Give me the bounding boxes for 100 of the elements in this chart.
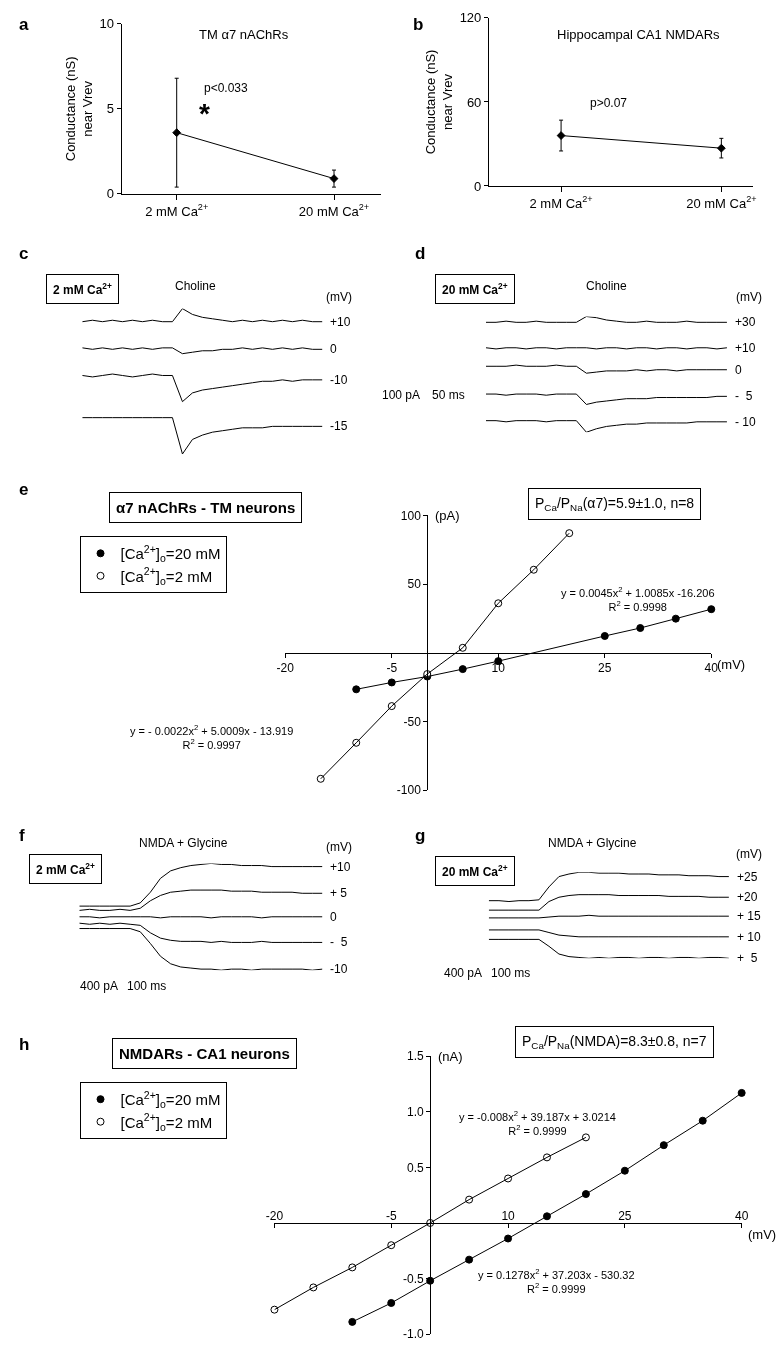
- series-label: + 10: [737, 930, 762, 944]
- text: NMDA + Glycine: [139, 836, 228, 850]
- text: 100 pA: [382, 388, 421, 402]
- text: 400 pA: [444, 966, 483, 980]
- text: Choline: [175, 279, 217, 293]
- text: (mV): [326, 290, 352, 304]
- annotation: p>0.07: [590, 96, 628, 110]
- text: (mV): [326, 840, 352, 854]
- text: Choline: [586, 279, 628, 293]
- point: [737, 1088, 746, 1097]
- legend-label: [Ca$^{2+}$]$_{o}$=20 mM: [120, 1088, 221, 1111]
- x-tick-label: 2 mM Ca$^{2+}$: [145, 202, 209, 219]
- x-axis-title: (mV): [717, 657, 746, 672]
- x-tick-label: 25: [598, 661, 612, 676]
- chart-title: 20 mM Ca$^{2+}$: [442, 863, 508, 880]
- text: d: [415, 244, 426, 263]
- y-tick-label: 1.0: [407, 1105, 425, 1120]
- series-label: + 5: [330, 886, 348, 900]
- series-label: +25: [737, 870, 758, 884]
- text: (mV): [736, 847, 762, 861]
- y-tick-label: -0.5: [403, 1271, 425, 1286]
- y-tick-label: 50: [407, 577, 422, 592]
- annotation: p<0.033: [204, 81, 249, 95]
- x-tick-label: -5: [385, 1208, 397, 1223]
- y-tick-label: -50: [403, 714, 422, 729]
- series-label: + 15: [737, 909, 762, 923]
- text: 50 ms: [432, 388, 465, 402]
- annotation: y = - 0.0022x$^{2}$ + 5.0009x - 13.919 R$^{2}$ = 0.9997: [130, 723, 294, 751]
- y-axis-title: (nA): [438, 1049, 463, 1064]
- series-label: -10: [330, 373, 348, 387]
- point: [504, 1234, 513, 1243]
- text: 100 ms: [491, 966, 531, 980]
- x-tick-label: 40: [734, 1208, 749, 1223]
- y-tick-label: 0: [474, 178, 482, 194]
- series-label: 0: [330, 910, 337, 924]
- annotation: *: [199, 98, 210, 129]
- text: NMDA + Glycine: [548, 836, 637, 850]
- text: 100 ms: [127, 979, 167, 993]
- y-axis-title: (pA): [435, 508, 460, 523]
- point: [458, 665, 467, 674]
- text: f: [19, 826, 25, 845]
- series-label: +20: [737, 890, 758, 904]
- y-tick-label: 0.5: [407, 1160, 425, 1175]
- text: g: [415, 826, 426, 845]
- series-label: 0: [735, 363, 742, 377]
- text: (mV): [736, 290, 762, 304]
- chart-title: α7 nAChRs - TM neurons: [116, 499, 296, 516]
- y-axis-title: Conductance (nS) near Vrev: [422, 49, 455, 155]
- series-label: +10: [330, 860, 351, 874]
- legend-label: [Ca$^{2+}$]$_{o}$=2 mM: [120, 1111, 213, 1133]
- text: 400 pA: [80, 979, 119, 993]
- y-tick-label: -1.0: [403, 1327, 425, 1342]
- x-tick-label: 20 mM Ca$^{2+}$: [686, 194, 757, 211]
- annotation: y = -0.008x$^{2}$ + 39.187x + 3.0214 R$^{2}$ = 0.9999: [459, 1109, 616, 1137]
- x-axis-title: (mV): [748, 1227, 777, 1242]
- y-axis-title: Conductance (nS) near Vrev: [62, 56, 95, 162]
- x-tick-label: 25: [618, 1208, 632, 1223]
- y-tick-label: 5: [106, 101, 115, 117]
- chart-title: TM α7 nAChRs: [199, 27, 289, 42]
- x-tick-label: -20: [265, 1208, 284, 1223]
- text: h: [19, 1035, 30, 1054]
- point: [348, 1317, 357, 1326]
- chart-title: NMDARs - CA1 neurons: [119, 1045, 290, 1062]
- x-tick-label: -20: [276, 661, 295, 676]
- point: [352, 685, 361, 694]
- x-tick-label: 20 mM Ca$^{2+}$: [298, 202, 370, 219]
- x-tick-label: 40: [704, 661, 719, 676]
- x-tick-label: 10: [501, 1208, 516, 1223]
- series-label: - 5: [735, 389, 753, 403]
- series-label: - 5: [330, 935, 348, 949]
- text: Hippocampal CA1 NMDARs: [557, 27, 721, 42]
- point: [707, 605, 716, 614]
- text: c: [19, 244, 29, 263]
- text: e: [19, 480, 29, 499]
- series-label: +10: [735, 341, 756, 355]
- legend-label: [Ca$^{2+}$]$_{o}$=20 mM: [120, 542, 221, 565]
- y-tick-label: 0: [106, 186, 115, 202]
- text: P$_{Ca}$/P$_{Na}$(NMDA)=8.3±0.8, n=7: [522, 1033, 707, 1051]
- legend-label: [Ca$^{2+}$]$_{o}$=2 mM: [120, 565, 213, 587]
- chart-title: 20 mM Ca$^{2+}$: [442, 281, 508, 298]
- x-tick-label: 2 mM Ca$^{2+}$: [529, 194, 593, 211]
- series-label: 0: [330, 342, 337, 356]
- y-tick-label: 100: [400, 508, 422, 523]
- text: P$_{Ca}$/P$_{Na}$(α7)=5.9±1.0, n=8: [535, 495, 695, 513]
- annotation: y = 0.1278x$^{2}$ + 37.203x - 530.32 R$^{2}$ = 0.9999: [478, 1267, 635, 1295]
- chart-title: 2 mM Ca$^{2+}$: [53, 281, 113, 298]
- y-tick-label: 10: [99, 16, 115, 32]
- y-tick-label: -100: [396, 783, 422, 798]
- chart-title: 2 mM Ca$^{2+}$: [36, 861, 96, 878]
- series-label: - 10: [735, 415, 756, 429]
- point: [659, 1141, 668, 1150]
- y-tick-label: 60: [466, 94, 482, 110]
- series-label: -10: [330, 962, 348, 976]
- series-label: -15: [330, 419, 348, 433]
- series-label: +10: [330, 315, 351, 329]
- series-label: + 5: [737, 951, 758, 965]
- series-label: +30: [735, 315, 756, 329]
- text: b: [413, 15, 424, 34]
- annotation: y = 0.0045x$^{2}$ + 1.0085x -16.206 R$^{2}$ = 0.9998: [561, 585, 715, 613]
- text: a: [19, 15, 29, 34]
